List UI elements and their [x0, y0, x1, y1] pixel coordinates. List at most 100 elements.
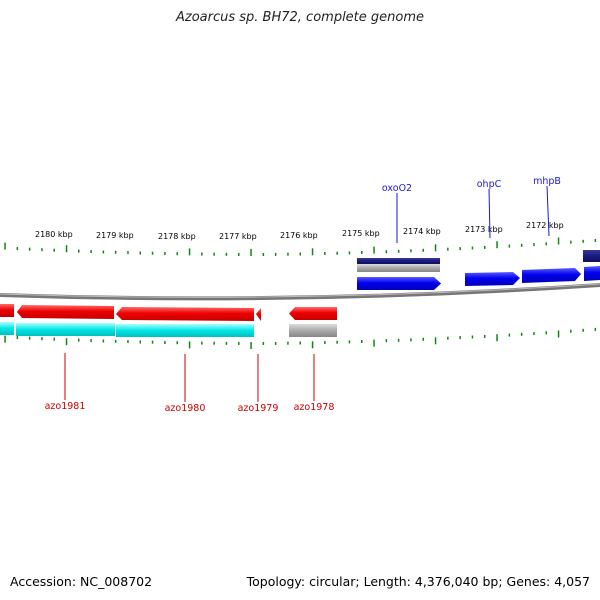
forward-gene-arrow[interactable] — [357, 277, 441, 290]
minor-tick — [594, 238, 597, 242]
minor-tick — [262, 253, 265, 256]
major-tick — [373, 339, 375, 347]
major-tick — [311, 341, 314, 349]
gene-label-forward[interactable]: ohpC — [477, 179, 502, 190]
reverse-gene-arrow[interactable] — [256, 308, 261, 321]
minor-tick — [299, 341, 301, 345]
forward-strand-features — [357, 250, 600, 290]
minor-tick — [447, 247, 449, 251]
gene-label-reverse[interactable]: azo1978 — [294, 402, 335, 413]
minor-tick — [422, 337, 424, 341]
major-tick — [373, 246, 375, 254]
scale-ticks-inner — [4, 327, 597, 349]
minor-tick — [90, 250, 92, 254]
reverse-cds-bar[interactable] — [116, 324, 254, 337]
minor-tick — [520, 332, 523, 336]
minor-tick — [201, 341, 203, 345]
genome-backbone-highlight — [0, 283, 600, 298]
major-tick — [434, 337, 437, 345]
minor-tick — [78, 338, 80, 342]
minor-tick — [361, 251, 363, 254]
forward-gene-arrow[interactable] — [584, 266, 600, 281]
rna-feature[interactable] — [357, 258, 440, 264]
minor-tick — [213, 341, 215, 345]
scale-label: 2174 kbp — [403, 227, 441, 236]
minor-tick — [410, 249, 412, 253]
minor-tick — [114, 339, 117, 343]
minor-tick — [336, 340, 338, 344]
scale-label: 2179 kbp — [96, 231, 134, 240]
reverse-gene-arrow[interactable] — [116, 307, 254, 321]
minor-tick — [348, 340, 351, 344]
minor-tick — [114, 250, 117, 254]
reverse-cds-bar[interactable] — [16, 323, 115, 336]
major-tick — [188, 248, 191, 256]
minor-tick — [324, 252, 326, 255]
reverse-gene-arrow[interactable] — [17, 305, 114, 319]
minor-tick — [533, 332, 535, 336]
gene-label-reverse[interactable]: azo1981 — [45, 401, 86, 412]
minor-tick — [582, 328, 584, 332]
scale-label: 2175 kbp — [342, 229, 380, 238]
minor-tick — [361, 340, 363, 343]
minor-tick — [53, 248, 55, 252]
minor-tick — [225, 341, 228, 345]
minor-tick — [127, 340, 129, 344]
major-tick — [311, 248, 314, 256]
major-tick — [496, 241, 498, 249]
scale-label: 2178 kbp — [158, 232, 196, 241]
minor-tick — [78, 249, 80, 253]
minor-tick — [16, 247, 19, 251]
minor-tick — [139, 340, 141, 344]
minor-tick — [90, 339, 92, 343]
gene-label-forward[interactable]: oxoO2 — [382, 183, 412, 194]
gene-label-reverse[interactable]: azo1979 — [238, 403, 279, 414]
minor-tick — [484, 245, 486, 249]
minor-tick — [287, 252, 289, 256]
minor-tick — [139, 251, 141, 255]
minor-tick — [274, 341, 277, 345]
reverse-gene-labels: azo1981 azo1980 azo1979 azo1978 — [45, 353, 335, 414]
minor-tick — [164, 252, 166, 255]
rna-feature[interactable] — [583, 250, 600, 262]
minor-tick — [28, 336, 31, 340]
reverse-cds-bar[interactable] — [0, 322, 14, 335]
scale-ticks-outer — [4, 237, 597, 256]
minor-tick — [164, 341, 166, 344]
reverse-strand-features — [0, 304, 337, 337]
reverse-gene-arrow[interactable] — [289, 307, 337, 320]
label-leader — [488, 188, 491, 239]
scale-label: 2173 kbp — [465, 225, 503, 234]
minor-tick — [299, 252, 301, 256]
minor-tick — [594, 327, 597, 331]
major-tick — [65, 245, 68, 253]
label-leader — [546, 185, 550, 237]
minor-tick — [28, 247, 31, 251]
minor-tick — [176, 341, 178, 345]
minor-tick — [151, 340, 154, 344]
pseudo-feature[interactable] — [289, 324, 337, 337]
major-tick — [250, 249, 252, 256]
minor-tick — [262, 342, 265, 345]
minor-tick — [213, 252, 215, 256]
gene-label-reverse[interactable]: azo1980 — [165, 403, 206, 414]
forward-gene-arrow[interactable] — [465, 272, 520, 286]
minor-tick — [102, 339, 105, 343]
minor-tick — [151, 251, 154, 255]
minor-tick — [459, 336, 461, 340]
major-tick — [557, 330, 560, 338]
major-tick — [557, 237, 560, 245]
scale-label: 2180 kbp — [35, 230, 73, 239]
genome-backbone — [0, 283, 600, 301]
pseudo-feature[interactable] — [357, 264, 440, 272]
forward-gene-arrow[interactable] — [522, 268, 581, 283]
minor-tick — [397, 338, 400, 342]
minor-tick — [53, 337, 55, 341]
minor-tick — [102, 250, 105, 254]
minor-tick — [508, 244, 511, 248]
gene-label-forward[interactable]: mhpB — [533, 176, 561, 187]
minor-tick — [508, 333, 511, 337]
minor-tick — [176, 252, 178, 256]
reverse-gene-arrow[interactable] — [0, 304, 14, 317]
minor-tick — [238, 341, 240, 345]
